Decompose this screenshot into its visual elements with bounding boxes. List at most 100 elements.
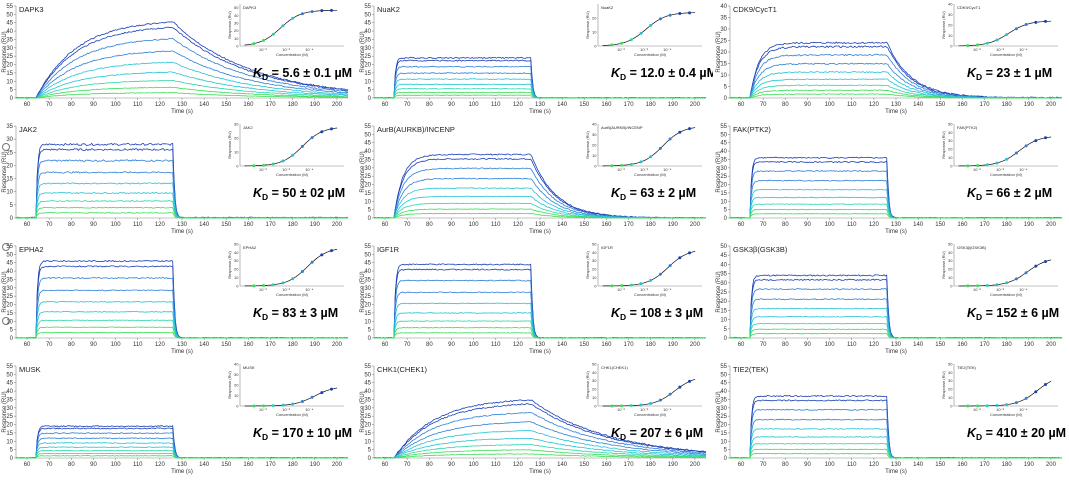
y-tick-label: 40 <box>720 4 727 10</box>
inset-data-point <box>300 399 304 403</box>
y-tick-label: 20 <box>364 63 371 69</box>
y-tick-label: 0 <box>10 96 14 102</box>
x-tick-label: 80 <box>426 102 433 108</box>
inset-x-axis-label: Concentration (M) <box>990 412 1023 417</box>
panel-title: AurB(AURKB)/INCENP <box>377 125 455 134</box>
y-tick-label: 25 <box>364 414 371 420</box>
inset-data-point <box>310 10 314 14</box>
y-tick-label: 55 <box>364 364 371 370</box>
x-tick-label: 120 <box>513 102 524 108</box>
resize-handle-bottom[interactable] <box>2 317 10 325</box>
y-tick-label: 0 <box>368 456 372 462</box>
y-tick-label: 20 <box>364 183 371 189</box>
kd-k: K <box>253 426 263 440</box>
x-tick-label: 170 <box>624 342 635 348</box>
x-tick-label: 180 <box>1002 222 1013 228</box>
inset-background <box>948 243 1062 297</box>
sensorgram-series <box>373 449 706 459</box>
inset-y-tick-label: 0 <box>594 43 597 48</box>
y-tick-label: 5 <box>368 88 372 94</box>
sensorgram-series <box>373 421 707 459</box>
x-tick-label: 140 <box>199 222 210 228</box>
x-tick-label: 70 <box>404 102 411 108</box>
x-tick-label: 100 <box>469 342 480 348</box>
y-tick-label: 30 <box>364 166 371 172</box>
x-axis-label: Time (s) <box>171 349 193 355</box>
x-tick-label: 110 <box>847 462 857 468</box>
inset-y-tick-label: 30 <box>592 378 597 383</box>
sensorgram-series <box>730 93 1063 99</box>
resize-handle-top[interactable] <box>2 143 10 151</box>
sensorgram-series <box>729 213 1063 219</box>
inset-y-tick-label: 30 <box>948 12 953 17</box>
inset-data-point <box>688 379 692 383</box>
x-tick-label: 140 <box>199 462 210 468</box>
inset-data-point <box>262 38 266 42</box>
x-tick-label: 190 <box>310 222 321 228</box>
resize-handle-mid[interactable] <box>2 243 10 251</box>
inset-y-axis-label: Response (RU) <box>227 251 232 279</box>
inset-y-tick-label: 0 <box>594 283 597 288</box>
x-tick-label: 170 <box>266 102 277 108</box>
y-axis-label: Response (RU) <box>716 271 722 312</box>
inset-y-tick-label: 40 <box>948 250 953 255</box>
y-tick-label: 15 <box>6 177 13 183</box>
inset-data-point <box>620 163 624 167</box>
kd-sub: D <box>620 312 626 322</box>
inset-y-tick-label: 30 <box>592 258 597 263</box>
x-tick-label: 190 <box>310 102 321 108</box>
sensorgram-series <box>15 37 349 99</box>
kd-sub: D <box>620 432 626 442</box>
x-tick-label: 60 <box>738 342 745 348</box>
y-tick-label: 15 <box>364 71 371 77</box>
x-tick-label: 70 <box>404 462 411 468</box>
inset-data-point <box>320 391 324 395</box>
sensorgram-panel: 0 5 10 15 20 25 30 35 40 45 50 55 60 70 80 90 100 110 120 1… <box>358 0 717 123</box>
inset-background <box>592 363 706 417</box>
inset-data-point <box>620 284 624 288</box>
y-tick-label: 45 <box>6 261 13 267</box>
inset-x-axis-label: Concentration (M) <box>990 172 1023 177</box>
inset-data-point <box>966 164 970 168</box>
inset-x-tick-label: 10⁻⁵ <box>996 167 1005 172</box>
sensorgram-series <box>373 202 706 219</box>
inset-background <box>592 3 706 57</box>
inset-y-axis-label: Response (RU) <box>941 371 946 399</box>
y-tick-label: 10 <box>364 199 371 205</box>
kd-label: KD = 63 ± 2 µM <box>611 186 696 202</box>
inset-data-point <box>678 130 682 134</box>
inset-title: EPHA2 <box>243 245 257 250</box>
kd-k: K <box>611 306 621 320</box>
y-tick-label: 0 <box>10 216 14 222</box>
y-axis-label: Response (RU) <box>2 31 8 72</box>
inset-x-axis-label: Concentration (M) <box>634 52 667 57</box>
sensorgram-panel: 0 5 10 15 20 25 30 35 40 45 50 55 60 70 80 90 100 110 120 1… <box>714 360 1069 483</box>
x-tick-label: 90 <box>448 102 455 108</box>
inset-y-tick-label: 0 <box>950 403 953 408</box>
x-tick-label: 130 <box>535 222 546 228</box>
kd-value: = 207 ± 6 µM <box>626 426 703 440</box>
inset-x-tick-label: 10⁻⁴ <box>663 167 672 172</box>
inset-y-tick-label: 50 <box>948 361 953 366</box>
inset-x-tick-label: 10⁻⁵ <box>282 167 291 172</box>
inset-y-tick-label: 50 <box>948 241 953 246</box>
x-tick-label: 120 <box>513 342 524 348</box>
inset-x-tick-label: 10⁻⁶ <box>617 47 626 52</box>
inset-data-point <box>976 284 980 288</box>
x-tick-label: 180 <box>288 102 299 108</box>
sensorgram-series <box>374 94 706 99</box>
x-tick-label: 90 <box>90 462 97 468</box>
sensorgram-series <box>374 320 707 339</box>
panel-title: CHK1(CHEK1) <box>377 365 428 374</box>
x-tick-label: 200 <box>332 222 343 228</box>
x-tick-label: 110 <box>847 102 857 108</box>
y-tick-label: 25 <box>720 174 727 180</box>
x-tick-label: 150 <box>935 342 946 348</box>
x-axis-label: Time (s) <box>529 229 551 235</box>
x-tick-label: 90 <box>90 102 97 108</box>
inset-data-point <box>252 164 256 168</box>
